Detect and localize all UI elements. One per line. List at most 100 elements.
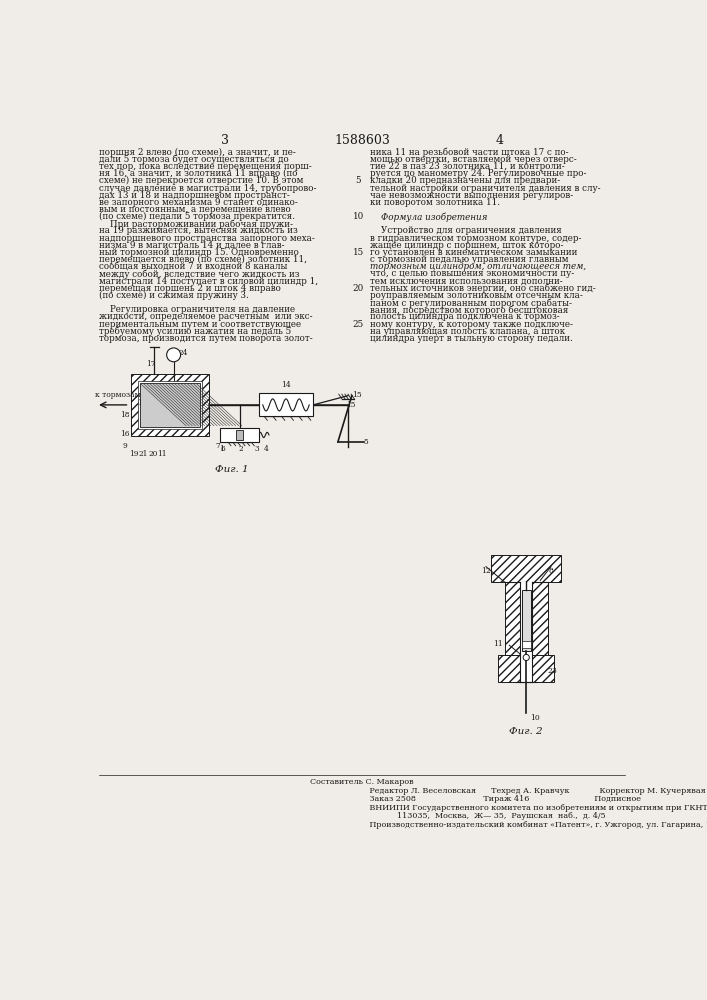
Text: Производственно-издательский комбинат «Патент», г. Ужгород, ул. Гагарина, 101: Производственно-издательский комбинат «П… <box>362 821 707 829</box>
Text: 6: 6 <box>220 445 225 453</box>
Text: 25: 25 <box>353 320 363 329</box>
Bar <box>491 555 561 582</box>
Text: ВНИИПИ Государственного комитета по изобретениям и открытиям при ГКНТ СССР: ВНИИПИ Государственного комитета по изоб… <box>362 804 707 812</box>
Bar <box>522 590 531 651</box>
Text: Фиг. 2: Фиг. 2 <box>510 727 543 736</box>
Text: к тормозам: к тормозам <box>95 391 140 399</box>
Text: Формула изобретения: Формула изобретения <box>370 212 488 222</box>
Text: 1: 1 <box>219 445 224 453</box>
Text: между собой, вследствие чего жидкость из: между собой, вследствие чего жидкость из <box>99 269 300 279</box>
Text: Составитель С. Макаров: Составитель С. Макаров <box>310 778 414 786</box>
Text: поршня 2 влево (по схеме), а значит, и пе-: поршня 2 влево (по схеме), а значит, и п… <box>99 148 296 157</box>
Text: 7: 7 <box>216 442 220 450</box>
Text: 2: 2 <box>239 445 243 453</box>
Text: 5: 5 <box>363 438 368 446</box>
Text: вания, посредством которого бесштоковая: вания, посредством которого бесштоковая <box>370 305 569 315</box>
Text: ный тормозной цилиндр 15. Одновременно: ный тормозной цилиндр 15. Одновременно <box>99 248 299 257</box>
Text: чае невозможности выполнения регулиров-: чае невозможности выполнения регулиров- <box>370 191 573 200</box>
Text: Заказ 2508                           Тираж 416                          Подписно: Заказ 2508 Тираж 416 Подписно <box>362 795 641 803</box>
Text: перемещается влево (по схеме) золотник 11,: перемещается влево (по схеме) золотник 1… <box>99 255 308 264</box>
Text: (по схеме) и сжимая пружину 3.: (по схеме) и сжимая пружину 3. <box>99 291 249 300</box>
Bar <box>498 655 554 682</box>
Text: 17: 17 <box>146 360 155 368</box>
Text: перемещая поршень 2 и шток 4 вправо: перемещая поршень 2 и шток 4 вправо <box>99 284 281 293</box>
Text: кладки 20 предназначены для предвари-: кладки 20 предназначены для предвари- <box>370 176 561 185</box>
Text: 113035,  Москва,  Ж— 35,  Раушская  наб.,  д. 4/5: 113035, Москва, Ж— 35, Раушская наб., д.… <box>362 812 606 820</box>
Bar <box>522 641 531 648</box>
Text: цилиндра уперт в тыльную сторону педали.: цилиндра уперт в тыльную сторону педали. <box>370 334 573 343</box>
Text: 24: 24 <box>178 349 187 357</box>
Text: тех пор, пока вследствие перемещения порш-: тех пор, пока вследствие перемещения пор… <box>99 162 312 171</box>
Text: паном с регулированным порогом срабаты-: паном с регулированным порогом срабаты- <box>370 298 573 308</box>
Bar <box>236 430 243 440</box>
Text: 10: 10 <box>530 714 540 722</box>
Text: случае давление в магистрали 14, трубопрово-: случае давление в магистрали 14, трубопр… <box>99 184 317 193</box>
Bar <box>532 582 548 655</box>
Text: сообщая выходной 7 и входной 8 каналы: сообщая выходной 7 и входной 8 каналы <box>99 262 288 271</box>
Text: периментальным путем и соответствующее: периментальным путем и соответствующее <box>99 320 301 329</box>
Text: Регулировка ограничителя на давление: Регулировка ограничителя на давление <box>99 305 296 314</box>
Text: 15: 15 <box>346 401 356 409</box>
Text: требуемому усилию нажатия на педаль 5: требуемому усилию нажатия на педаль 5 <box>99 327 291 336</box>
Text: 21: 21 <box>139 450 148 458</box>
Text: тем исключения использования дополни-: тем исключения использования дополни- <box>370 277 563 286</box>
Text: ки поворотом золотника 11.: ки поворотом золотника 11. <box>370 198 501 207</box>
Bar <box>220 428 259 442</box>
Text: 5: 5 <box>356 176 361 185</box>
Text: 8: 8 <box>549 567 554 575</box>
Text: с тормозной педалью управления главным: с тормозной педалью управления главным <box>370 255 569 264</box>
Text: ному контуру, к которому также подключе-: ному контуру, к которому также подключе- <box>370 320 573 329</box>
Text: в гидравлическом тормозном контуре, содер-: в гидравлическом тормозном контуре, соде… <box>370 234 582 243</box>
Text: го установлен в кинематическом замыкании: го установлен в кинематическом замыкании <box>370 248 578 257</box>
Text: тормозным цилиндром, отличающееся тем,: тормозным цилиндром, отличающееся тем, <box>370 262 587 271</box>
Text: жащее цилиндр с поршнем, шток которо-: жащее цилиндр с поршнем, шток которо- <box>370 241 564 250</box>
Circle shape <box>523 654 530 661</box>
Text: руется по манометру 24. Регулировочные про-: руется по манометру 24. Регулировочные п… <box>370 169 587 178</box>
Text: на 19 разжимается, вытесняя жидкость из: на 19 разжимается, вытесняя жидкость из <box>99 226 298 235</box>
Text: тие 22 в паз 23 золотника 11, и контроли-: тие 22 в паз 23 золотника 11, и контроли… <box>370 162 565 171</box>
Text: 23: 23 <box>548 667 558 675</box>
Text: мощью отвертки, вставляемой через отверс-: мощью отвертки, вставляемой через отверс… <box>370 155 577 164</box>
Text: Фиг. 1: Фиг. 1 <box>215 465 249 474</box>
Text: 3: 3 <box>255 445 259 453</box>
Bar <box>139 383 200 427</box>
Text: вым и постоянным, а перемещение влево: вым и постоянным, а перемещение влево <box>99 205 291 214</box>
Circle shape <box>167 348 180 362</box>
Text: 12: 12 <box>481 567 491 575</box>
Text: (по схеме) педали 5 тормоза прекратится.: (по схеме) педали 5 тормоза прекратится. <box>99 212 296 221</box>
Text: Устройство для ограничения давления: Устройство для ограничения давления <box>370 226 562 235</box>
Text: тельной настройки ограничителя давления в слу-: тельной настройки ограничителя давления … <box>370 184 601 193</box>
Text: 14: 14 <box>281 381 291 389</box>
Text: 8: 8 <box>158 399 163 407</box>
Text: ве запорного механизма 9 станет одинако-: ве запорного механизма 9 станет одинако- <box>99 198 298 207</box>
Text: Редактор Л. Веселовская      Техред А. Кравчук            Корректор М. Кучерявая: Редактор Л. Веселовская Техред А. Кравчу… <box>362 787 706 795</box>
Text: надпоршневого пространства запорного меха-: надпоршневого пространства запорного мех… <box>99 234 315 243</box>
Text: ня 16, а значит, и золотника 11 вправо (по: ня 16, а значит, и золотника 11 вправо (… <box>99 169 298 178</box>
Text: схеме) не перекроется отверстие 10. В этом: схеме) не перекроется отверстие 10. В эт… <box>99 176 303 185</box>
Text: 20: 20 <box>353 284 363 293</box>
Bar <box>138 381 201 429</box>
Text: жидкости, определяемое расчетным  или экс-: жидкости, определяемое расчетным или экс… <box>99 312 313 321</box>
Text: 15: 15 <box>353 248 363 257</box>
Text: тормоза, производится путем поворота золот-: тормоза, производится путем поворота зол… <box>99 334 313 343</box>
Text: на управляющая полость клапана, а шток: на управляющая полость клапана, а шток <box>370 327 566 336</box>
Bar <box>505 582 520 655</box>
Text: 18: 18 <box>120 411 129 419</box>
Text: 13: 13 <box>137 399 146 407</box>
Text: При расторможивании рабочая пружи-: При расторможивании рабочая пружи- <box>99 219 293 229</box>
Text: 4: 4 <box>264 445 268 453</box>
Text: магистрали 14 поступает в силовой цилиндр 1,: магистрали 14 поступает в силовой цилинд… <box>99 277 318 286</box>
Text: 11: 11 <box>493 640 503 648</box>
Text: дали 5 тормоза будет осуществляться до: дали 5 тормоза будет осуществляться до <box>99 155 289 164</box>
Text: 9: 9 <box>122 442 127 450</box>
Text: 15: 15 <box>352 391 361 399</box>
Bar <box>520 582 532 682</box>
Text: тельных источников энергии, оно снабжено гид-: тельных источников энергии, оно снабжено… <box>370 284 596 293</box>
Text: 22: 22 <box>179 410 188 418</box>
Text: 20: 20 <box>148 450 158 458</box>
Text: дах 13 и 18 и надпоршневом пространст-: дах 13 и 18 и надпоршневом пространст- <box>99 191 290 200</box>
Text: 11: 11 <box>157 450 167 458</box>
Text: 10: 10 <box>353 212 363 221</box>
Bar <box>131 374 209 436</box>
Text: 4: 4 <box>495 134 503 147</box>
